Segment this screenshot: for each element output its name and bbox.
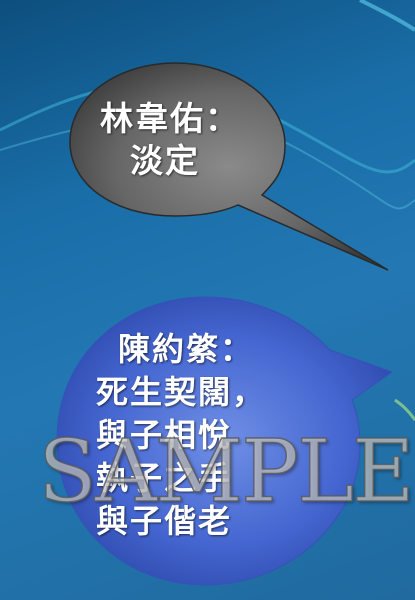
quote-2-line: 死生契闊， (96, 373, 267, 411)
speech-bubble-2 (56, 296, 394, 586)
quote-1: 林韋佑： 淡定 (100, 98, 240, 182)
sample-watermark: SAMPLE (37, 421, 415, 523)
quote-2-line: 執子之手 (96, 459, 233, 497)
decorative-swoosh (394, 398, 415, 421)
quote-1-speaker: 林韋佑： (100, 99, 240, 138)
quote-2: 陳約綮： 死生契闊， 與子相悅 執子之手 與子偕老 (96, 328, 266, 543)
speech-bubble-1 (69, 62, 389, 271)
decorative-swoosh (359, 0, 415, 32)
quote-2-line: 與子偕老 (96, 502, 233, 540)
quote-2-speaker: 陳約綮： (118, 330, 255, 368)
quote-2-line: 與子相悅 (96, 416, 233, 454)
quote-1-text: 淡定 (130, 141, 200, 180)
